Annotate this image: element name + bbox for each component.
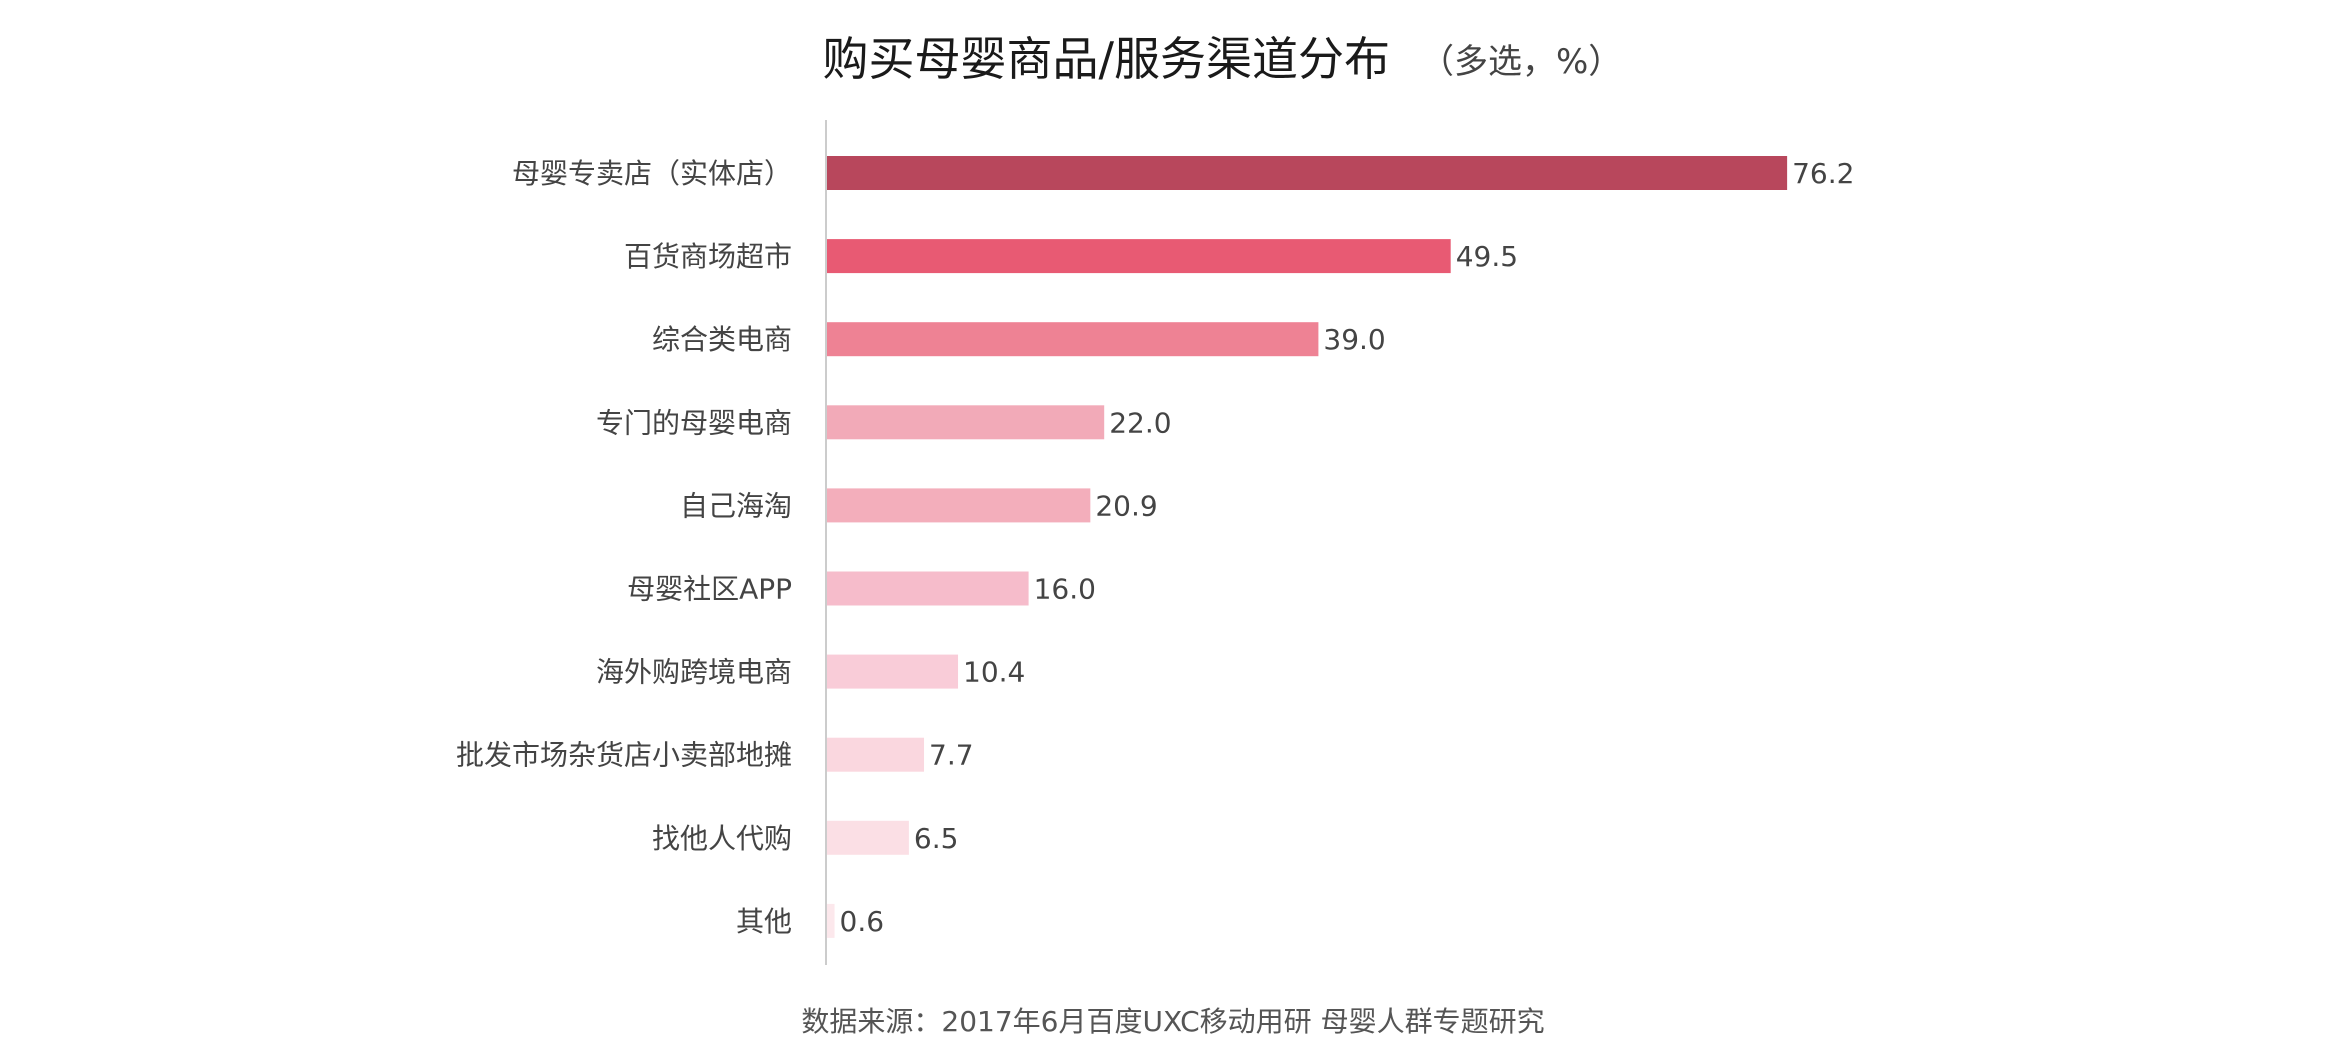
value-label: 20.9 <box>1095 489 1157 522</box>
value-label: 39.0 <box>1323 323 1385 356</box>
value-label: 10.4 <box>963 656 1025 689</box>
category-label: 海外购跨境电商 <box>596 656 792 689</box>
bar <box>827 239 1451 274</box>
value-label: 6.5 <box>914 822 959 855</box>
bar <box>827 322 1319 357</box>
category-label: 综合类电商 <box>652 323 792 356</box>
bar <box>827 405 1105 440</box>
category-label: 自己海淘 <box>680 489 792 522</box>
bar <box>827 488 1091 523</box>
value-label: 0.6 <box>840 905 885 938</box>
bar <box>827 820 909 855</box>
bars-layer: 母婴专卖店（实体店） 76.2 百货商场超市 49.5 综合类电商 39.0 专门的母婴电商… <box>456 156 1854 938</box>
bar <box>827 571 1029 606</box>
value-label: 22.0 <box>1109 406 1171 439</box>
bar <box>827 156 1788 190</box>
category-label: 批发市场杂货店小卖部地摊 <box>456 739 792 772</box>
bar <box>827 737 925 772</box>
bar <box>827 903 835 938</box>
value-label: 7.7 <box>929 739 974 772</box>
category-label: 母婴专卖店（实体店） <box>512 157 792 190</box>
value-label: 16.0 <box>1034 573 1096 606</box>
category-label: 百货商场超市 <box>624 240 792 273</box>
chart-subtitle: （多选，%） <box>1420 42 1622 82</box>
category-label: 其他 <box>736 905 792 938</box>
category-label: 找他人代购 <box>652 822 792 855</box>
category-label: 专门的母婴电商 <box>596 406 792 439</box>
source-note: 数据来源：2017年6月百度UXC移动用研 母婴人群专题研究 <box>801 1005 1544 1038</box>
bar <box>827 654 959 689</box>
chart-title: 购买母婴商品/服务渠道分布 <box>823 32 1391 86</box>
category-label: 母婴社区APP <box>627 573 792 606</box>
value-label: 76.2 <box>1792 157 1854 190</box>
value-label: 49.5 <box>1456 240 1518 273</box>
